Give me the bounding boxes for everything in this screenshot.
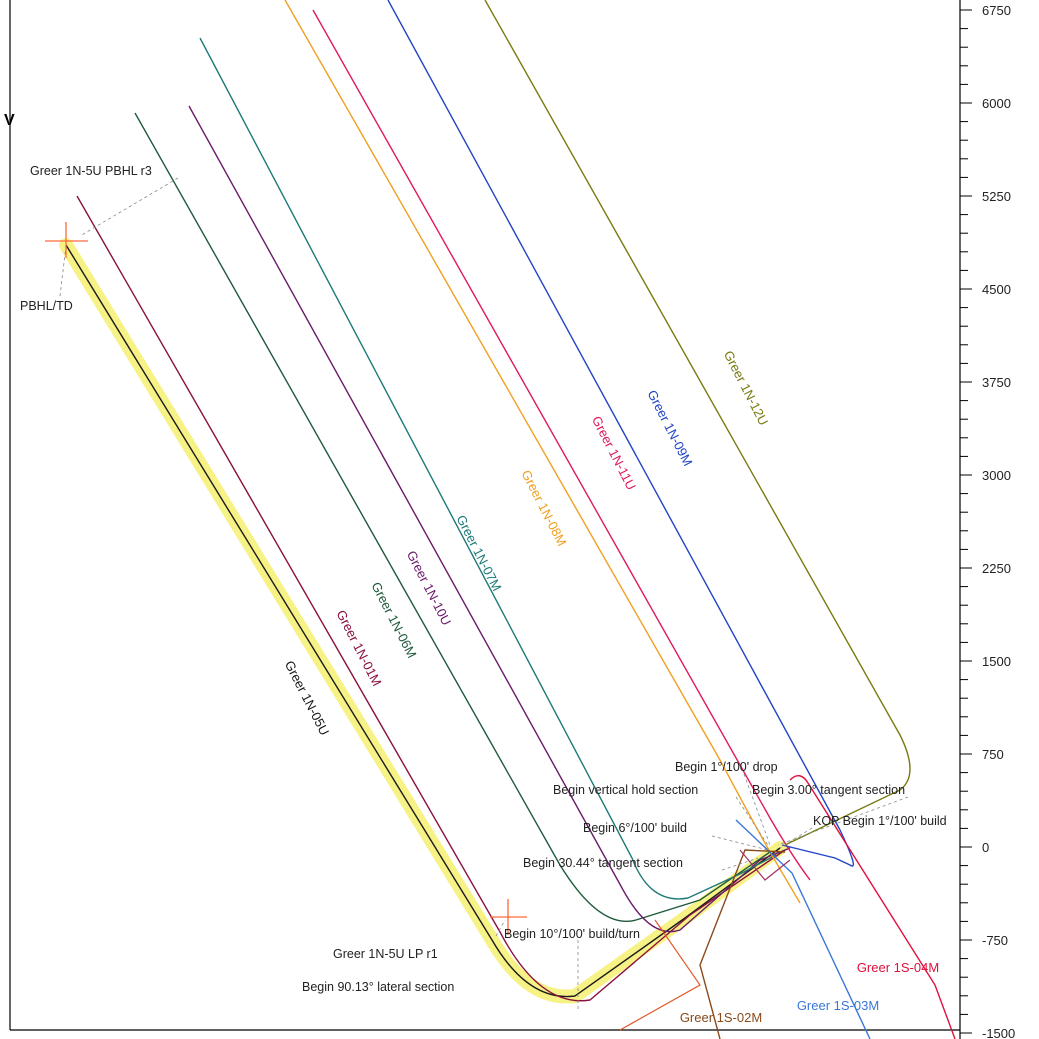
y-tick-label: -1500 [982,1026,1015,1039]
begin-tangent-3-label: Begin 3.00° tangent section [752,783,905,797]
wellpath-greer-1n-12u [484,0,911,846]
kop-label: KOP Begin 1°/100' build [813,814,947,828]
begin-drop-label: Begin 1°/100' drop [675,760,778,774]
wellpath-greer-1s-03m [735,819,871,1039]
highlight-layer [59,238,787,1004]
y-tick-label: 2250 [982,561,1011,576]
wellpath-greer-1n-06m [134,112,771,922]
wellpath-greer-1s-02m [699,849,786,1039]
begin-tangent-30-label: Begin 30.44° tangent section [523,856,683,870]
highlight-greer-1n-05u [59,238,787,1004]
y-tick-label: 3750 [982,375,1011,390]
label-greer-1n-06m: Greer 1N-06M [368,580,419,661]
pbhl-r3-label: Greer 1N-5U PBHL r3 [30,164,152,178]
label-greer-1n-07m: Greer 1N-07M [453,513,504,594]
wellpath-greer-1n-11u [312,9,811,881]
begin-lateral-label: Begin 90.13° lateral section [302,980,454,994]
lp-target-marker [490,899,527,935]
label-greer-1s-03m: Greer 1S-03M [797,998,879,1013]
y-tick-label: -750 [982,933,1008,948]
wellpath-greer-1n-09m [387,0,854,867]
y-tick-label: 4500 [982,282,1011,297]
begin-vertical-hold-label: Begin vertical hold section [553,783,698,797]
label-greer-1n-08m: Greer 1N-08M [518,468,569,549]
label-greer-1n-09m: Greer 1N-09M [644,388,695,469]
label-greer-1s-04m: Greer 1S-04M [857,960,939,975]
label-greer-1n-12u: Greer 1N-12U [721,348,771,428]
label-greer-1n-01m: Greer 1N-01M [333,608,384,689]
pbhl-td-label: PBHL/TD [20,299,73,313]
wellpath-greer-1n-08m [284,0,801,904]
target-box-segment-1 [739,849,791,881]
label-greer-1n-11u: Greer 1N-11U [589,414,639,493]
target-box-segment-0 [619,919,701,1031]
begin-6-build-label: Begin 6°/100' build [583,821,687,835]
wellpath-greer-1n-05u [65,244,781,998]
wellpath-greer-1n-10u [188,105,791,933]
y-tick-label: 6000 [982,96,1011,111]
wellpath-greer-1s-04m [789,775,956,1039]
wellpath-greer-1n-01m [76,195,786,1002]
lp-r1-label: Greer 1N-5U LP r1 [333,947,438,961]
pbhl-target-marker [45,222,88,258]
y-tick-label: 1500 [982,654,1011,669]
y-tick-label: 5250 [982,189,1011,204]
well-paths [65,0,956,1039]
y-tick-label: 750 [982,747,1004,762]
label-greer-1s-02m: Greer 1S-02M [680,1010,762,1025]
label-greer-1n-10u: Greer 1N-10U [404,548,454,628]
wellpath-greer-1n-07m [199,37,777,900]
begin-10-build-label: Begin 10°/100' build/turn [504,927,640,941]
y-tick-label: 6750 [982,3,1011,18]
y-tick-label: 3000 [982,468,1011,483]
y-axis-ticks: 6750 6000 5250 4500 3750 3000 2250 1500 750 0 -750… [960,3,1015,1039]
annotation-leaders [59,177,909,1010]
y-tick-label: 0 [982,840,989,855]
title-fragment: V [4,112,15,129]
